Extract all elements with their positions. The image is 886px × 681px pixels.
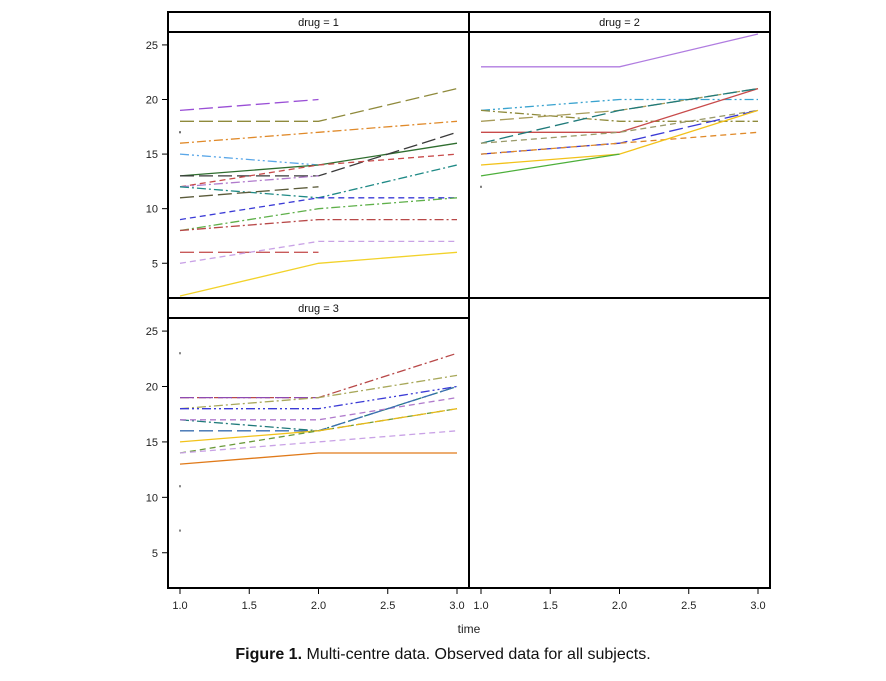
series-line [179, 430, 458, 454]
panel-figure: drug = 1 5 10 15 20 25 drug = 2 drug = 3 5 10 15 20… [146, 11, 771, 636]
y-tick-label: 10 [146, 204, 158, 216]
series-line [179, 186, 319, 199]
series-line [180, 352, 458, 399]
series-line [179, 120, 458, 144]
series-line [179, 452, 457, 465]
y-tick-label: 25 [146, 326, 158, 338]
series-line [179, 430, 319, 443]
series-line [180, 131, 458, 177]
x-tick-label: 3.0 [449, 600, 464, 612]
panel-box [167, 297, 470, 589]
panel-box [468, 297, 771, 589]
series-line [480, 153, 620, 177]
x-tick-label: 1.5 [242, 600, 257, 612]
series-line [179, 164, 458, 199]
figure-caption: Figure 1. Multi-centre data. Observed da… [0, 646, 886, 664]
strip-label: drug = 2 [599, 17, 640, 29]
series-line [480, 87, 759, 122]
panel-box [468, 11, 771, 299]
y-tick-label: 20 [146, 95, 158, 107]
series-line [180, 87, 458, 122]
series-line [480, 98, 758, 112]
series-line [179, 175, 319, 188]
series-line [179, 153, 319, 166]
strip-label: drug = 3 [298, 303, 339, 315]
x-tick-label: 3.0 [750, 600, 765, 612]
y-tick-label: 25 [146, 40, 158, 52]
series-line [481, 33, 759, 68]
y-tick-label: 10 [146, 492, 158, 504]
series-line [480, 109, 758, 122]
series-line [179, 197, 457, 221]
y-tick-label: 15 [146, 149, 158, 161]
series-line [318, 408, 458, 432]
series-line [480, 109, 759, 155]
series-line [179, 251, 458, 297]
caption-text: Multi-centre data. Observed data for all… [306, 646, 651, 663]
x-tick-label: 2.0 [311, 600, 326, 612]
series-line [180, 396, 458, 421]
y-tick-label: 15 [146, 437, 158, 449]
x-tick-label: 2.0 [612, 600, 627, 612]
series-line [480, 87, 759, 144]
series-line [480, 109, 759, 144]
x-tick-label: 1.0 [172, 600, 187, 612]
series-line [179, 374, 458, 410]
x-tick-label: 2.5 [380, 600, 395, 612]
x-tick-label: 1.5 [543, 600, 558, 612]
series-line [179, 142, 458, 177]
series-line [180, 385, 458, 410]
series-line [480, 131, 759, 155]
series-line [179, 98, 319, 112]
series-line [179, 240, 457, 264]
y-tick-label: 5 [152, 258, 158, 270]
series-line [179, 153, 458, 188]
series-line [179, 218, 457, 232]
x-tick-label: 1.0 [473, 600, 488, 612]
strip-label: drug = 1 [298, 17, 339, 29]
y-tick-label: 20 [146, 382, 158, 394]
x-tick-label: 2.5 [681, 600, 696, 612]
y-tick-label: 5 [152, 548, 158, 560]
x-axis-title: time [458, 622, 481, 636]
series-line [179, 197, 458, 232]
caption-label: Figure 1. [235, 646, 303, 663]
